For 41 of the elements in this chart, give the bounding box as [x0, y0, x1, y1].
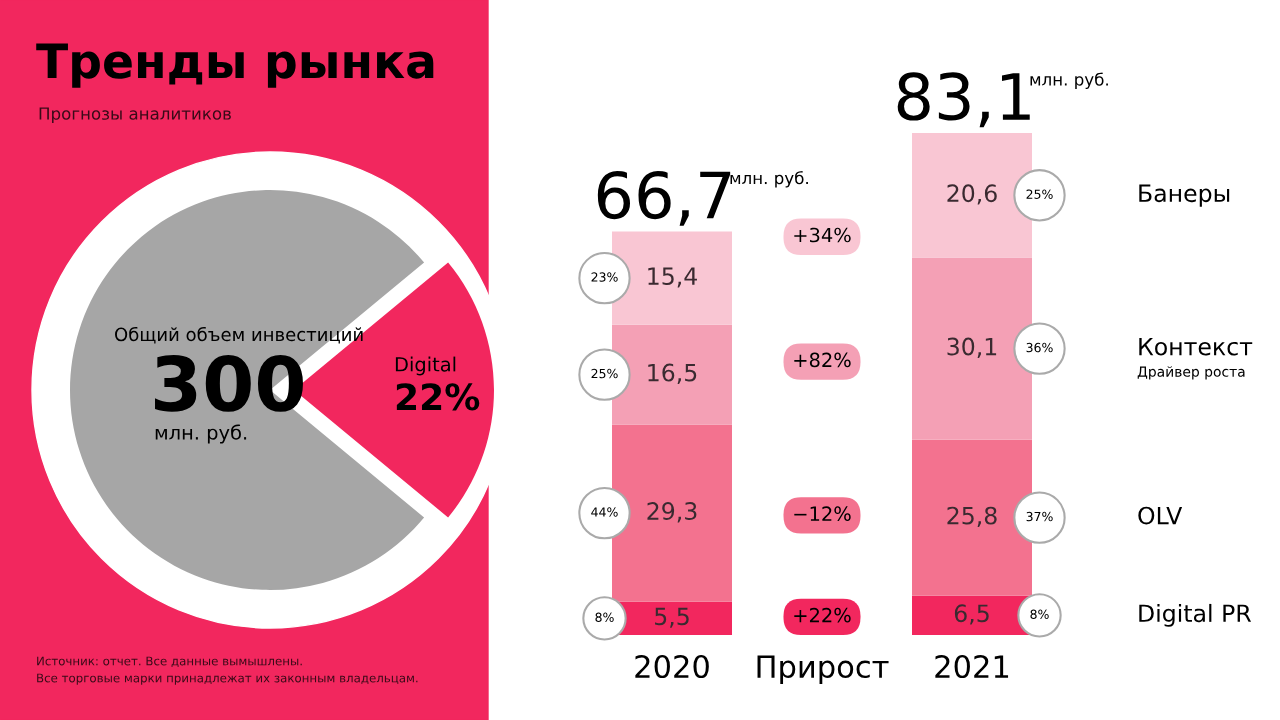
- data-label: 6,5: [954, 604, 989, 625]
- data-label: 22%: [396, 383, 480, 411]
- text: Драйвер роста: [1137, 366, 1245, 380]
- annotation: 36%: [1026, 342, 1053, 353]
- text: Источник: отчет. Все данные вымышлены.: [37, 656, 302, 667]
- x-tick-label: Прирост: [757, 655, 889, 685]
- annotation: 8%: [595, 612, 614, 622]
- text: Общий объем инвестиций: [115, 326, 363, 344]
- data-label: 5,5: [655, 607, 689, 628]
- data-label: 30,1: [947, 337, 997, 358]
- annotation: +82%: [794, 352, 851, 368]
- text: Контекст: [1139, 337, 1253, 356]
- total-label: 83,1: [897, 72, 1030, 128]
- annotation: 8%: [1030, 609, 1049, 619]
- annotation: 25%: [1026, 189, 1053, 199]
- annotation: 37%: [1026, 511, 1053, 522]
- x-tick-label: 2021: [935, 654, 1009, 679]
- data-label: 20,6: [947, 184, 997, 205]
- text: Digital PR: [1139, 603, 1252, 627]
- data-label: 25,8: [947, 506, 997, 527]
- text: Банеры: [1139, 184, 1230, 207]
- data-label: 16,5: [648, 363, 697, 384]
- annotation: 25%: [591, 368, 618, 379]
- annotation: +34%: [794, 227, 851, 243]
- annotation: млн. руб.: [730, 171, 808, 188]
- annotation: +22%: [794, 607, 851, 623]
- text: 300: [155, 355, 303, 412]
- text: Все торговые марки принадлежат их законным владельцам.: [37, 673, 418, 685]
- chart-subtitle: Прогнозы аналитиков: [39, 107, 231, 124]
- chart-title: Тренды рынка: [36, 43, 434, 88]
- data-label: 15,4: [648, 267, 697, 288]
- text: млн. руб.: [1030, 72, 1108, 89]
- data-label: 29,3: [647, 502, 697, 523]
- text: млн. руб.: [155, 424, 247, 444]
- annotation: −12%: [794, 506, 851, 522]
- slice-label: Digital: [395, 356, 456, 376]
- annotation: 23%: [591, 272, 618, 282]
- total-label: 66,7: [597, 170, 731, 226]
- x-tick-label: 2020: [635, 654, 709, 679]
- text: OLV: [1138, 506, 1183, 525]
- annotation: 44%: [591, 507, 618, 517]
